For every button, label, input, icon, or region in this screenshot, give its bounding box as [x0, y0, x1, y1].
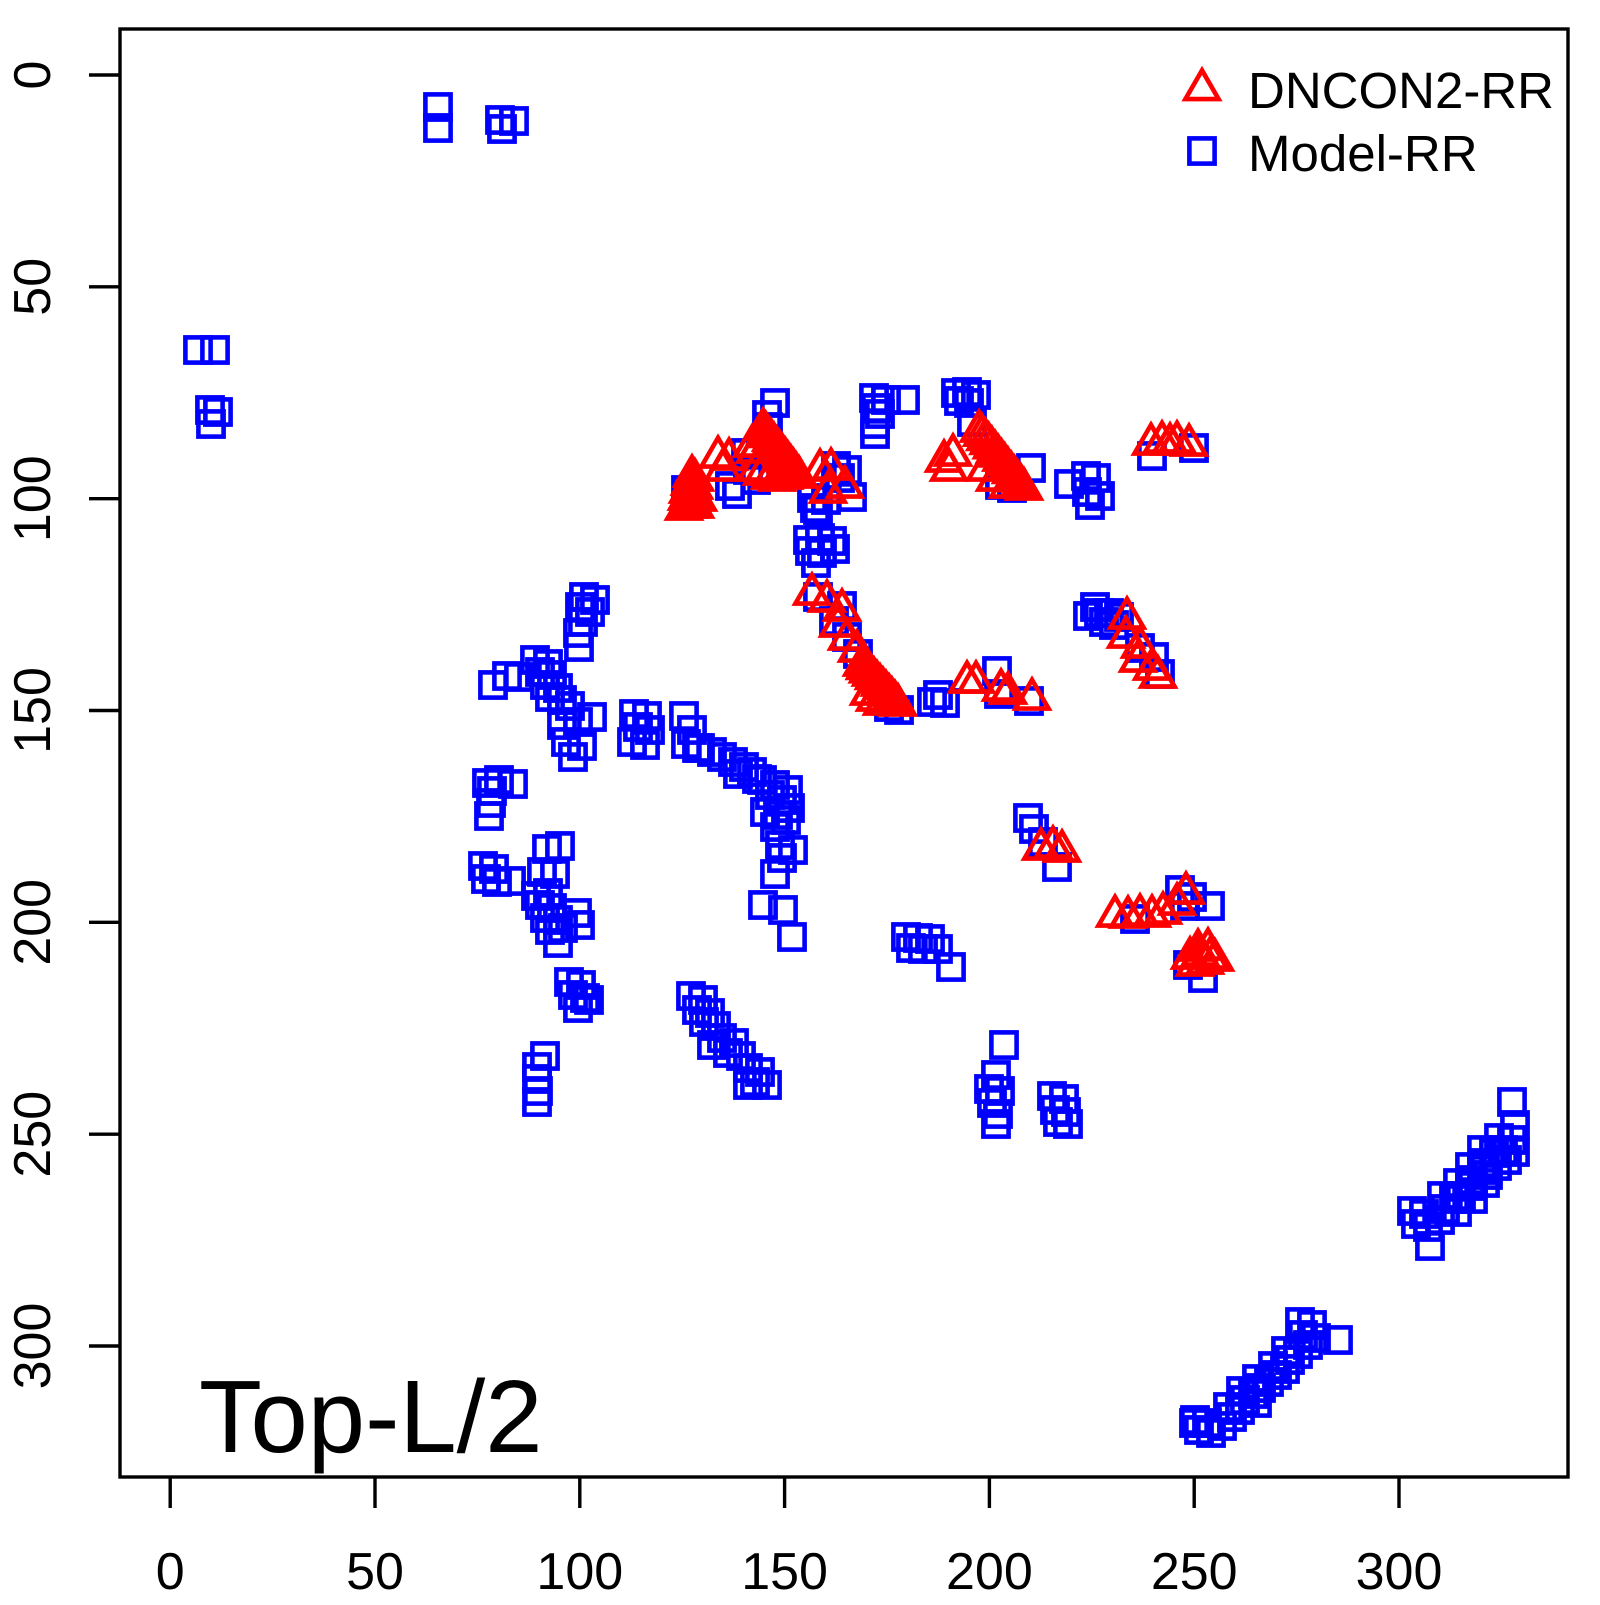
svg-text:50: 50: [4, 258, 62, 316]
svg-text:50: 50: [346, 1543, 404, 1600]
svg-text:0: 0: [4, 61, 62, 90]
svg-text:250: 250: [4, 1091, 62, 1178]
svg-text:300: 300: [1356, 1543, 1443, 1600]
svg-text:150: 150: [4, 667, 62, 754]
svg-text:200: 200: [4, 879, 62, 966]
svg-text:100: 100: [536, 1543, 623, 1600]
svg-text:250: 250: [1151, 1543, 1238, 1600]
svg-text:0: 0: [156, 1543, 185, 1600]
svg-text:Model-RR: Model-RR: [1248, 125, 1478, 182]
svg-text:300: 300: [4, 1303, 62, 1390]
svg-text:Top-L/2: Top-L/2: [199, 1359, 543, 1474]
svg-text:150: 150: [741, 1543, 828, 1600]
svg-text:DNCON2-RR: DNCON2-RR: [1248, 62, 1554, 119]
svg-text:100: 100: [4, 455, 62, 542]
svg-text:200: 200: [946, 1543, 1033, 1600]
